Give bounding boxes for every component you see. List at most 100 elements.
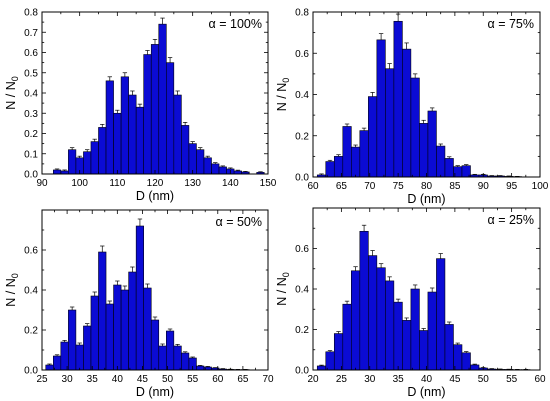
x-axis-label: D (nm)	[407, 385, 445, 399]
bar	[143, 54, 152, 175]
y-axis-label: N / N0	[4, 76, 20, 110]
x-tick-label: 30	[364, 374, 376, 385]
x-tick-label: 120	[147, 178, 164, 189]
y-tick-label: 0.4	[295, 285, 309, 296]
x-tick-label: 45	[137, 374, 149, 385]
bar	[83, 325, 92, 371]
x-tick-label: 80	[421, 181, 433, 192]
x-tick-label: 55	[506, 374, 518, 385]
bar	[316, 365, 327, 371]
bar	[135, 225, 145, 371]
bar	[410, 288, 420, 371]
bar	[45, 364, 54, 371]
bar	[427, 110, 437, 178]
y-tick-label: 0.6	[24, 246, 38, 257]
bar	[128, 271, 137, 371]
y-tick-label: 0.8	[24, 8, 38, 19]
y-tick-label: 0.0	[295, 366, 309, 377]
x-tick-label: 35	[393, 374, 405, 385]
bar	[470, 364, 480, 371]
bar	[359, 130, 369, 178]
bar	[376, 39, 386, 178]
bar	[342, 303, 352, 371]
bar	[135, 106, 145, 175]
bar	[427, 291, 437, 371]
bar	[143, 287, 152, 371]
alpha-annotation: α = 25%	[488, 213, 535, 227]
x-tick-label: 60	[534, 374, 546, 385]
x-tick-label: 55	[187, 374, 199, 385]
bar	[359, 230, 369, 371]
x-tick-label: 45	[449, 374, 461, 385]
y-tick-label: 0.6	[24, 48, 38, 59]
x-tick-label: 150	[260, 178, 277, 189]
x-tick-label: 100	[532, 181, 549, 192]
chart-panel-4: 20 25 30 35 40 45 50 55 60 0.0 0.2 0.4 0.6 D (nm) N / …	[275, 207, 546, 399]
y-tick-label: 0.2	[24, 129, 38, 140]
y-tick-label: 0.8	[295, 8, 309, 19]
x-tick-label: 95	[506, 181, 518, 192]
bar	[368, 255, 378, 371]
bar	[120, 289, 129, 371]
y-tick-label: 0.2	[295, 325, 309, 336]
bar	[436, 145, 446, 178]
bar	[218, 166, 227, 175]
y-tick-label: 0.0	[24, 170, 38, 181]
bar	[393, 20, 403, 178]
bar	[158, 345, 167, 371]
bar	[203, 157, 212, 175]
bar	[120, 76, 129, 175]
y-tick-label: 0.0	[295, 173, 309, 184]
bar	[325, 351, 335, 371]
bar	[376, 267, 386, 371]
x-tick-label: 20	[307, 374, 319, 385]
bar	[166, 330, 175, 371]
bar	[196, 365, 205, 371]
alpha-annotation: α = 100%	[209, 17, 262, 31]
bar	[436, 258, 446, 371]
bar	[75, 344, 84, 371]
bar	[419, 330, 429, 371]
bar	[128, 94, 137, 175]
bar	[385, 68, 395, 178]
bar	[158, 23, 167, 175]
y-axis-label: N / N0	[275, 272, 291, 306]
chart-panel-2: 60 65 70 75 80 85 90 95 100 0.0 0.2 0.4 0.6 0.8 D (nm)…	[275, 8, 549, 207]
bar	[173, 94, 182, 175]
bar	[98, 251, 107, 371]
bar	[181, 125, 190, 175]
bar	[113, 112, 122, 175]
bar	[444, 158, 454, 178]
y-tick-label: 0.1	[24, 149, 38, 160]
x-tick-label: 130	[184, 178, 201, 189]
x-tick-label: 25	[336, 374, 348, 385]
x-tick-label: 90	[36, 178, 48, 189]
y-tick-label: 0.0	[24, 366, 38, 377]
x-tick-label: 70	[364, 181, 376, 192]
y-tick-label: 0.5	[24, 68, 38, 79]
alpha-annotation: α = 75%	[488, 17, 535, 31]
x-tick-label: 65	[336, 181, 348, 192]
y-tick-label: 0.6	[295, 49, 309, 60]
bar	[173, 345, 182, 371]
bar	[444, 324, 454, 371]
bar	[385, 280, 395, 371]
x-tick-label: 140	[222, 178, 239, 189]
bar	[52, 169, 62, 175]
bar	[166, 62, 175, 175]
bar	[83, 151, 92, 175]
y-tick-label: 0.7	[24, 28, 38, 39]
y-axis-label: N / N0	[275, 78, 291, 112]
x-tick-label: 50	[478, 374, 490, 385]
bar	[402, 320, 412, 371]
x-tick-label: 40	[112, 374, 124, 385]
bar	[105, 80, 114, 175]
bar	[68, 309, 77, 371]
bar	[196, 149, 205, 175]
x-tick-label: 30	[62, 374, 74, 385]
bar	[325, 161, 335, 178]
x-tick-label: 100	[71, 178, 88, 189]
bar	[188, 143, 197, 175]
y-tick-label: 0.4	[24, 286, 38, 297]
x-tick-label: 85	[449, 181, 461, 192]
